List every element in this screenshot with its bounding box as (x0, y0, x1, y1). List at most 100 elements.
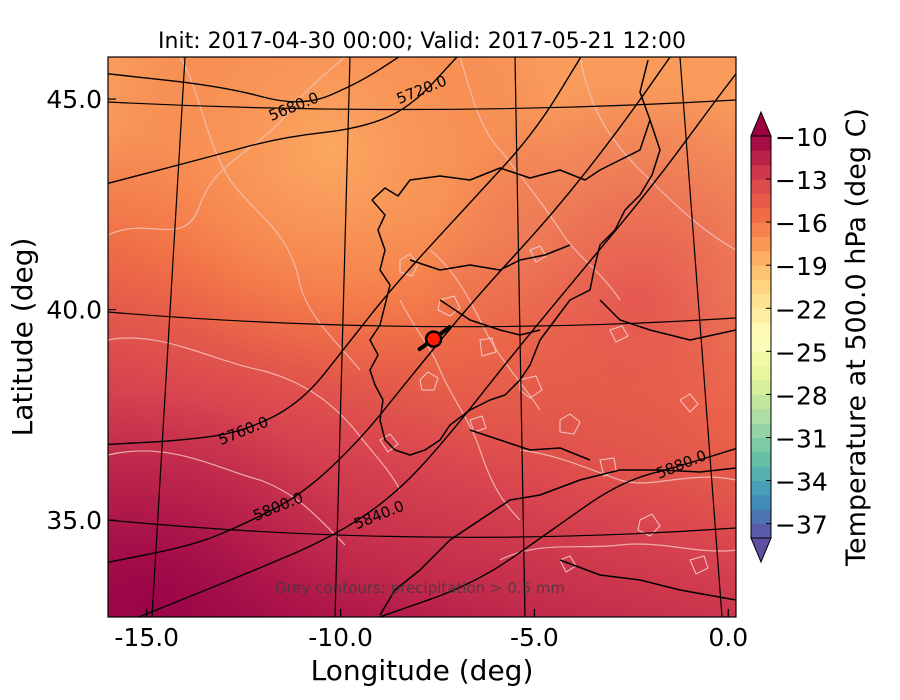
precipitation-note: Grey contours: precipitation > 0.5 mm (275, 579, 565, 597)
colorbar-extend-min (750, 537, 772, 564)
precip-contour (419, 371, 439, 391)
precip-contour (599, 457, 617, 477)
meridian-15w (151, 57, 186, 617)
y-tick-label: 35.0 (46, 506, 102, 535)
x-tick-label: -15.0 (114, 623, 179, 652)
colorbar-band (751, 408, 771, 424)
colorbar-band (751, 164, 771, 180)
precip-contour (379, 433, 399, 453)
isotherm-line (179, 57, 361, 371)
isotherm-contours (108, 57, 736, 561)
chart-title: Init: 2017-04-30 00:00; Valid: 2017-05-2… (158, 29, 686, 54)
colorbar-band (751, 179, 771, 194)
height-contour-line (108, 57, 458, 184)
colorbar-tick-label: −28 (775, 381, 828, 410)
colorbar-band (751, 222, 771, 237)
precipitation-contours (379, 245, 709, 575)
colorbar-tick-label: −22 (775, 295, 828, 324)
colorbar-band (751, 380, 771, 395)
precip-contour (689, 555, 709, 575)
colorbar-tick-label: −31 (775, 425, 828, 454)
colorbar-band (751, 293, 771, 309)
isotherm-line (399, 299, 521, 521)
isotherm-line (108, 57, 346, 236)
colorbar-label: Temperature at 500.0 hPa (deg C) (841, 108, 872, 567)
precip-contour (437, 295, 461, 317)
coastline-iberia (369, 59, 661, 456)
isotherm-line (108, 450, 346, 546)
precip-contour (529, 245, 547, 263)
precip-contour (469, 415, 487, 433)
meridian-5w (514, 57, 526, 617)
border-line (439, 299, 541, 336)
isotherm-line (459, 57, 621, 301)
colorbar-band (751, 150, 771, 166)
parallel-40n (108, 311, 736, 328)
precip-contour (399, 253, 419, 277)
precip-contour (609, 325, 629, 343)
border-line (599, 299, 736, 341)
isotherm-line (519, 449, 736, 484)
x-tick-label: 0.0 (708, 623, 748, 652)
isotherm-line (499, 543, 736, 561)
precip-contour (559, 413, 581, 435)
colorbar-band (751, 466, 771, 482)
colorbar-band (751, 451, 771, 467)
location-marker (424, 330, 443, 348)
colorbar-band (751, 509, 771, 525)
height-contour-line (108, 57, 582, 446)
x-axis-label: Longitude (deg) (311, 654, 534, 687)
precip-contour (637, 513, 661, 537)
colorbar-tick-label: −34 (775, 468, 828, 497)
colorbar-band (751, 207, 771, 223)
colorbar-band (751, 365, 771, 381)
colorbar-band (751, 279, 771, 295)
coastline-north-africa (379, 467, 736, 616)
height-contour-line (138, 73, 736, 617)
colorbar-band (751, 337, 771, 352)
precip-contour (679, 393, 699, 413)
colorbar-band (751, 494, 771, 510)
isotherm-line (429, 249, 541, 411)
coastlines (369, 59, 736, 616)
colorbar: −10 −13 −16 −19 −22 −25 −28 −31 −34 −37 (750, 110, 828, 564)
colorbar-tick-label: −16 (775, 209, 828, 238)
colorbar-tick-label: −19 (775, 252, 828, 281)
colorbar-tick-label: −37 (775, 511, 828, 540)
location-marker-layer (417, 325, 452, 352)
height-contour-line (379, 447, 736, 617)
isotherm-line (579, 57, 736, 251)
parallel-45n (108, 99, 736, 111)
graticule (108, 57, 736, 617)
colorbar-tick-label: −25 (775, 338, 828, 367)
colorbar-frame (750, 135, 772, 539)
colorbar-band (751, 265, 771, 281)
y-axis-ticks: 35.0 40.0 45.0 (46, 85, 116, 535)
y-axis-label: Latitude (deg) (6, 238, 39, 437)
colorbar-band (751, 322, 771, 338)
height-contour-line (108, 57, 400, 103)
colorbar-band (751, 394, 771, 410)
x-axis-ticks: -15.0 -10.0 -5.0 0.0 (114, 609, 748, 652)
colorbar-band (751, 437, 771, 453)
x-tick-label: -5.0 (510, 623, 559, 652)
border-line (409, 244, 571, 271)
parallel-35n (108, 519, 736, 538)
meridian-10w (334, 57, 351, 617)
plot-frame (107, 56, 737, 618)
colorbar-band (751, 236, 771, 252)
colorbar-band (751, 308, 771, 324)
colorbar-band (751, 480, 771, 496)
colorbar-band (751, 193, 771, 209)
precip-contour (519, 375, 543, 399)
isotherm-line (108, 337, 401, 491)
border-line (469, 429, 591, 461)
x-tick-label: -10.0 (308, 623, 373, 652)
colorbar-band (751, 250, 771, 266)
colorbar-band (751, 523, 771, 539)
colorbar-band (751, 423, 771, 438)
colorbar-band (751, 136, 771, 151)
border-line (559, 559, 736, 601)
precip-contour (479, 337, 497, 357)
